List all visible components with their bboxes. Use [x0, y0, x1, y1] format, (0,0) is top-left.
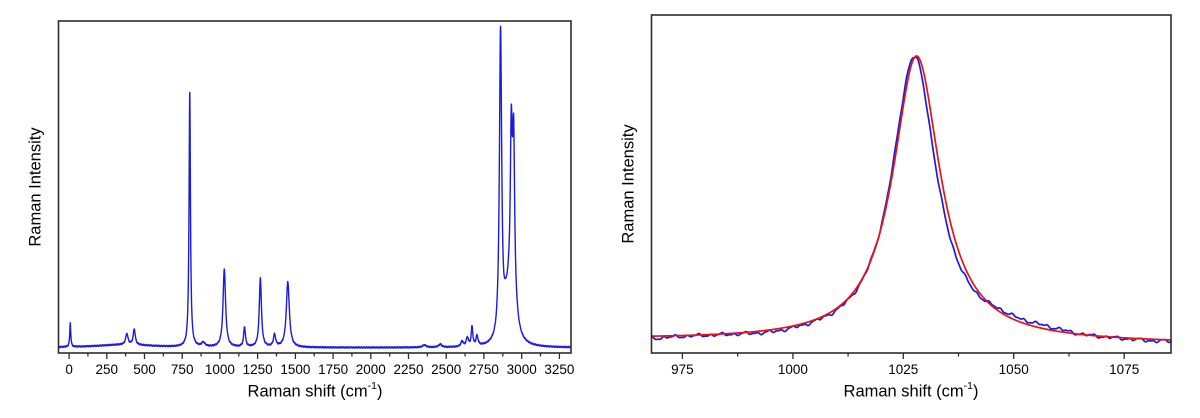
- left-y-axis-label: Raman Intensity: [26, 127, 45, 247]
- x-tick-label: 2500: [431, 362, 461, 377]
- right-x-axis-label-close: ): [972, 382, 979, 401]
- x-tick-label: 1050: [999, 362, 1029, 377]
- lorentzian-fit-curve: [650, 55, 1172, 341]
- x-tick-label: 250: [96, 362, 119, 377]
- x-tick-label: 0: [65, 362, 73, 377]
- plot-frame: [57, 20, 572, 354]
- plot-frame: [650, 14, 1172, 354]
- x-tick-label: 750: [171, 362, 194, 377]
- x-tick-label: 2000: [356, 362, 386, 377]
- left-x-axis-label-close: ): [376, 382, 383, 401]
- x-tick-label: 1000: [778, 362, 808, 377]
- x-tick-label: 2750: [469, 362, 499, 377]
- left-x-axis-label-text: Raman shift (cm: [247, 382, 368, 401]
- x-tick-label: 3250: [544, 362, 574, 377]
- x-tick-label: 500: [133, 362, 156, 377]
- right-y-axis-label: Raman Intensity: [619, 124, 638, 244]
- x-tick-label: 1025: [888, 362, 918, 377]
- x-tick-label: 1750: [318, 362, 348, 377]
- right-x-axis-label-text: Raman shift (cm: [843, 382, 964, 401]
- x-tick-label: 3000: [507, 362, 537, 377]
- x-tick-label: 1000: [205, 362, 235, 377]
- full-spectrum-chart: 0 250 500 750 1000 1250 1500 1750 2000 2250 2500 27…: [57, 20, 574, 377]
- x-tick-label: 1500: [280, 362, 310, 377]
- measured-spectrum-curve: [650, 56, 1172, 344]
- x-tick-label: 2250: [393, 362, 423, 377]
- x-tick-label: 975: [671, 362, 694, 377]
- right-x-axis-label-superscript: -1: [963, 380, 973, 392]
- left-x-axis-label: Raman shift (cm-1): [247, 380, 383, 402]
- left-x-axis-label-superscript: -1: [367, 380, 377, 392]
- band-zoom-chart: 975 1000 1025 1050 1075: [650, 14, 1172, 377]
- x-tick-label: 1075: [1109, 362, 1139, 377]
- raman-spectrum-curve: [57, 25, 572, 349]
- right-x-axis-label: Raman shift (cm-1): [843, 380, 979, 402]
- x-tick-label: 1250: [243, 362, 273, 377]
